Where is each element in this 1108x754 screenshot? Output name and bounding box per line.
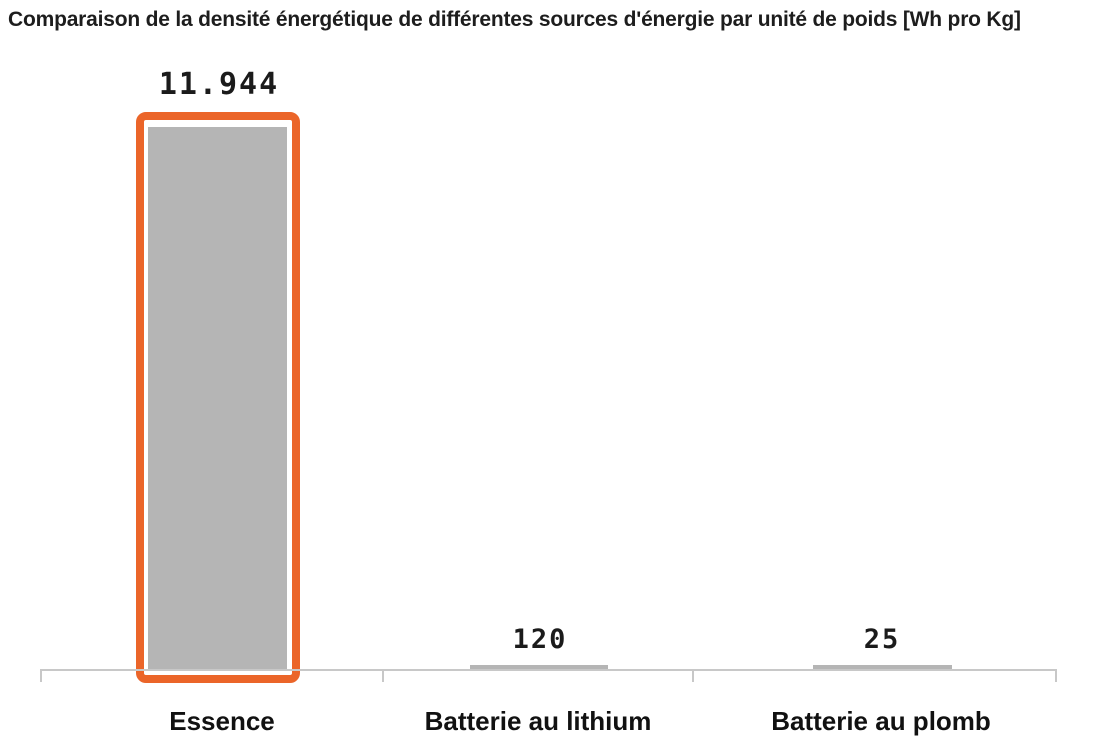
category-label-plomb: Batterie au plomb xyxy=(771,706,991,736)
axis-tick xyxy=(1055,669,1057,682)
bar-plomb xyxy=(813,665,952,670)
bar-essence xyxy=(148,127,287,670)
axis-tick xyxy=(692,669,694,682)
highlight-box-essence xyxy=(136,112,300,683)
x-axis-line xyxy=(40,669,1057,671)
value-label-lithium: 120 xyxy=(512,624,568,655)
chart-title: Comparaison de la densité énergétique de… xyxy=(8,8,1021,31)
category-label-lithium: Batterie au lithium xyxy=(424,706,652,736)
axis-tick xyxy=(382,669,384,682)
category-label-essence: Essence xyxy=(169,706,275,736)
value-label-essence: 11.944 xyxy=(158,67,280,102)
bar-lithium xyxy=(470,665,608,670)
value-label-plomb: 25 xyxy=(863,624,901,655)
axis-tick xyxy=(40,669,42,682)
